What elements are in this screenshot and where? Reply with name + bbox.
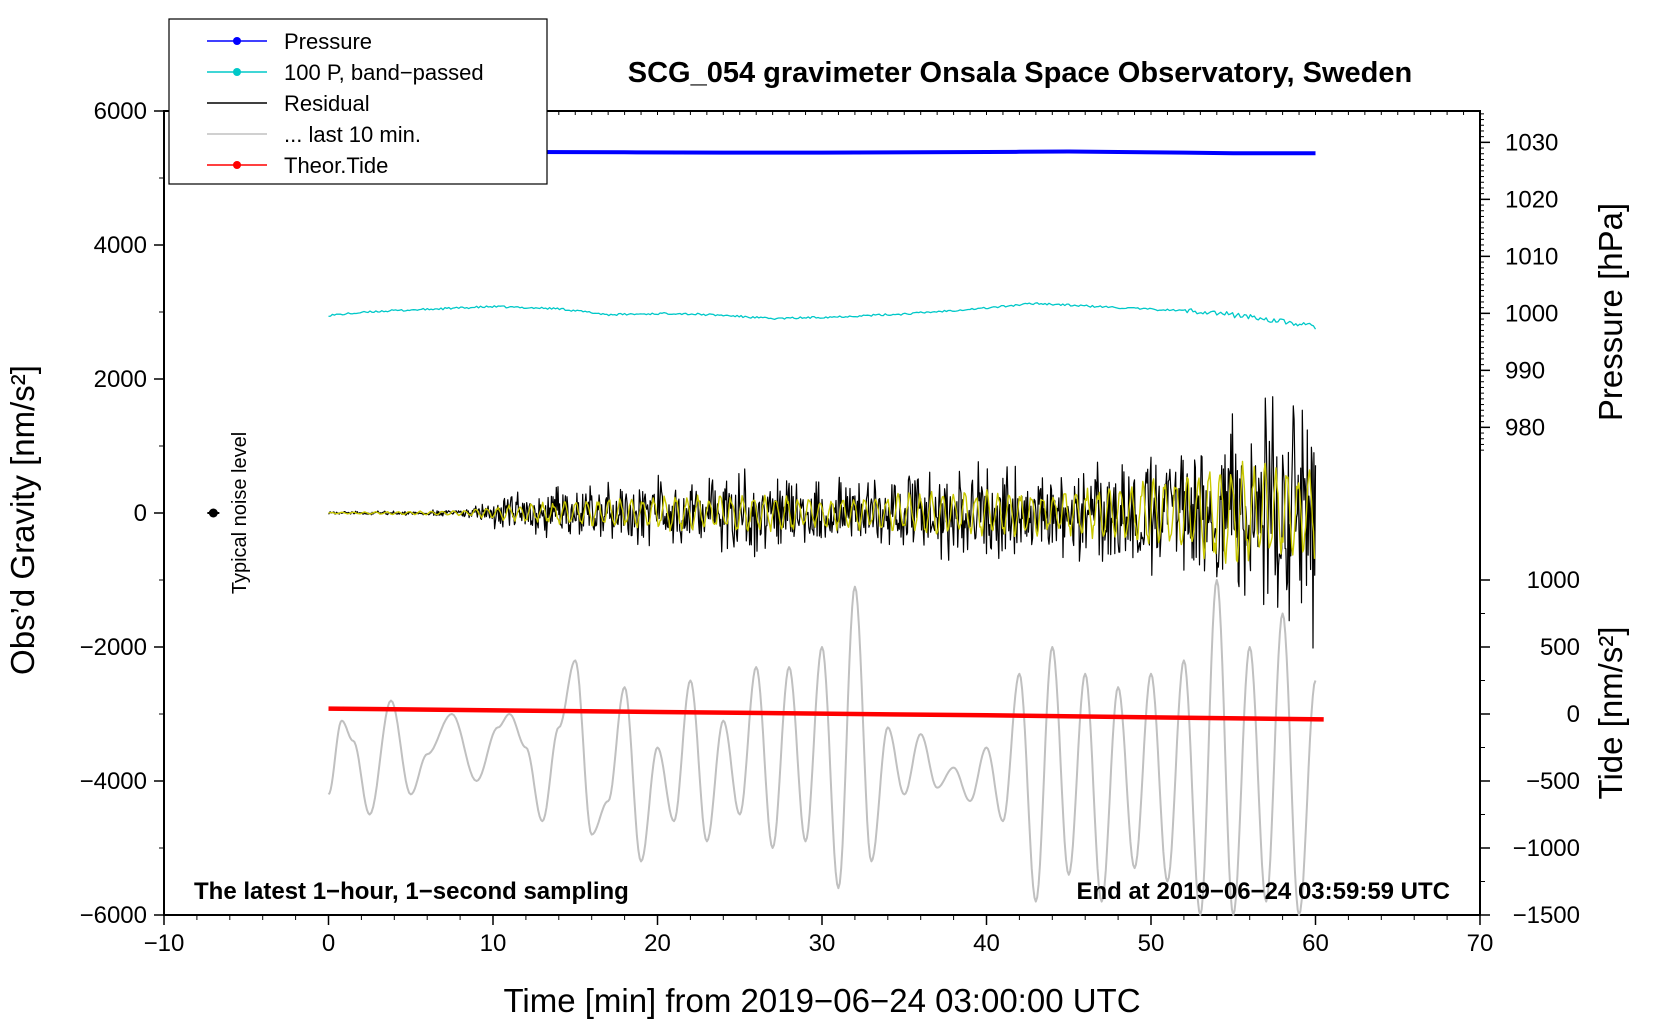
pressure-axis-ticks: 1030 1020 1010 1000 990 980 — [1480, 113, 1558, 451]
series-line-residual-smoothed — [328, 460, 1316, 564]
x-tick-label: −10 — [144, 930, 185, 957]
x-tick-label: 60 — [1302, 930, 1329, 957]
left-tick-label: −4000 — [80, 768, 147, 795]
x-tick-label: 50 — [1138, 930, 1165, 957]
x-axis-ticks: −10 0 10 20 30 40 50 60 70 — [144, 111, 1494, 957]
x-tick-label: 10 — [480, 930, 507, 957]
legend-label: Pressure — [284, 29, 372, 54]
left-tick-label: 6000 — [94, 98, 147, 125]
y-axis-label-tide: Tide [nm/s²] — [1592, 627, 1629, 800]
tide-tick-label: 1000 — [1527, 567, 1580, 594]
series-line-last-10-min — [327, 579, 1317, 916]
series-line-theor-tide — [328, 706, 1324, 722]
series-line-pressure — [328, 149, 1316, 156]
tide-tick-label: −1500 — [1513, 902, 1580, 929]
x-tick-label: 40 — [973, 930, 1000, 957]
x-tick-label: 30 — [809, 930, 836, 957]
left-axis-ticks: 6000 4000 2000 0 −2000 −4000 −6000 — [80, 98, 164, 929]
chart-title: SCG_054 gravimeter Onsala Space Observat… — [628, 57, 1412, 89]
left-tick-label: 2000 — [94, 366, 147, 393]
pressure-tick-label: 990 — [1505, 357, 1545, 384]
legend-box — [168, 18, 548, 185]
legend-label: Theor.Tide — [284, 153, 388, 178]
x-axis-label: Time [min] from 2019−06−24 03:00:00 UTC — [503, 982, 1140, 1019]
tide-tick-label: 0 — [1567, 701, 1580, 728]
left-tick-label: −2000 — [80, 634, 147, 661]
tide-axis-ticks: 1000 500 0 −500 −1000 −1500 — [1480, 567, 1580, 929]
series-group — [327, 149, 1324, 916]
legend-label: ... last 10 min. — [284, 122, 421, 147]
noise-point — [208, 508, 218, 518]
legend-label: 100 P, band−passed — [284, 60, 484, 85]
legend-marker — [233, 68, 241, 76]
legend-marker — [233, 161, 241, 169]
pressure-tick-label: 1000 — [1505, 300, 1558, 327]
y-axis-label-left: Obs’d Gravity [nm/s²] — [4, 365, 41, 675]
noise-marker — [207, 508, 220, 518]
x-tick-label: 70 — [1467, 930, 1494, 957]
left-tick-label: 0 — [134, 500, 147, 527]
tide-tick-label: −500 — [1526, 768, 1580, 795]
left-tick-label: −6000 — [80, 902, 147, 929]
pressure-tick-label: 980 — [1505, 414, 1545, 441]
annotation-end-time: End at 2019−06−24 03:59:59 UTC — [1076, 878, 1450, 905]
series-line-residual — [328, 396, 1317, 649]
y-axis-label-pressure: Pressure [hPa] — [1592, 203, 1629, 421]
series-line-100-p-band-passed — [328, 302, 1317, 330]
pressure-tick-label: 1020 — [1505, 186, 1558, 213]
legend-label: Residual — [284, 91, 370, 116]
legend: Pressure 100 P, band−passed Residual ... la… — [168, 18, 548, 185]
left-tick-label: 4000 — [94, 232, 147, 259]
annotation-sampling: The latest 1−hour, 1−second sampling — [194, 878, 629, 905]
tide-tick-label: −1000 — [1513, 835, 1580, 862]
noise-label: Typical noise level — [229, 432, 251, 594]
pressure-tick-label: 1010 — [1505, 243, 1558, 270]
legend-marker — [233, 37, 241, 45]
x-tick-label: 0 — [322, 930, 335, 957]
x-tick-label: 20 — [644, 930, 671, 957]
pressure-tick-label: 1030 — [1505, 129, 1558, 156]
tide-tick-label: 500 — [1540, 634, 1580, 661]
